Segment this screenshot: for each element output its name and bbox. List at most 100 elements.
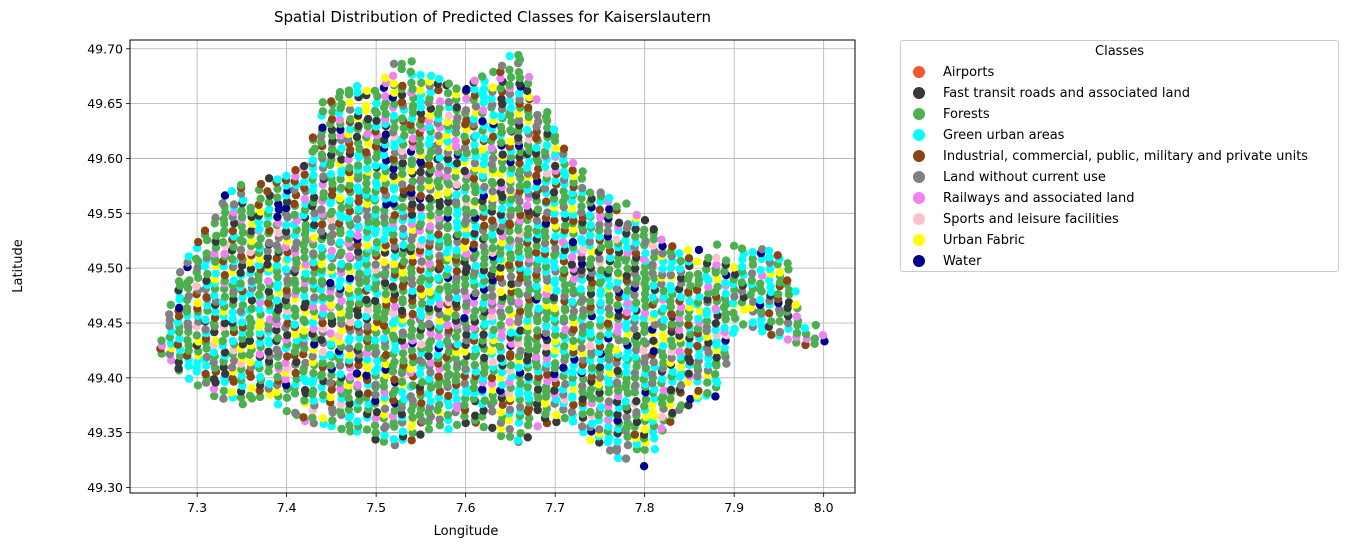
- scatter-point: [425, 111, 435, 120]
- scatter-point: [534, 255, 543, 264]
- scatter-point: [578, 328, 587, 338]
- scatter-point: [397, 97, 407, 107]
- scatter-point: [443, 233, 452, 242]
- scatter-point: [220, 226, 229, 236]
- scatter-point: [397, 59, 406, 69]
- scatter-point: [265, 379, 274, 389]
- scatter-point: [783, 259, 792, 268]
- scatter-point: [623, 264, 632, 273]
- scatter-point: [380, 278, 390, 287]
- scatter-point: [264, 367, 273, 376]
- scatter-point: [489, 397, 498, 406]
- scatter-point: [407, 436, 416, 445]
- scatter-point: [596, 331, 605, 341]
- scatter-point: [623, 441, 633, 450]
- scatter-point: [479, 242, 488, 251]
- scatter-point: [506, 137, 515, 146]
- scatter-point: [568, 158, 578, 168]
- scatter-point: [354, 106, 363, 116]
- scatter-point: [461, 418, 470, 428]
- scatter-point: [185, 276, 194, 285]
- scatter-point: [380, 404, 390, 413]
- scatter-point: [471, 146, 480, 155]
- legend-item: Urban Fabric: [913, 230, 1025, 250]
- scatter-point: [443, 88, 453, 98]
- scatter-point: [540, 245, 550, 254]
- legend-item: Sports and leisure facilities: [913, 209, 1119, 229]
- legend-label: Urban Fabric: [943, 232, 1026, 248]
- scatter-point: [792, 328, 802, 338]
- scatter-point: [480, 182, 489, 192]
- scatter-point: [256, 372, 265, 382]
- scatter-point: [407, 156, 417, 165]
- scatter-point: [785, 286, 794, 295]
- scatter-point: [756, 295, 765, 305]
- scatter-point: [514, 68, 524, 77]
- scatter-point: [586, 341, 595, 351]
- scatter-point: [192, 254, 201, 264]
- scatter-point: [346, 145, 355, 155]
- scatter-point: [417, 299, 427, 308]
- scatter-point: [300, 194, 310, 204]
- scatter-point: [291, 172, 300, 181]
- scatter-point: [389, 59, 399, 68]
- scatter-point: [209, 291, 219, 300]
- scatter-point: [720, 323, 729, 332]
- scatter-point: [640, 216, 650, 225]
- scatter-point: [379, 321, 389, 330]
- scatter-point: [435, 104, 444, 113]
- scatter-point: [274, 228, 283, 237]
- scatter-point: [784, 298, 794, 307]
- scatter-point: [658, 341, 668, 351]
- scatter-point: [425, 275, 434, 284]
- scatter-point: [523, 334, 533, 343]
- scatter-point: [256, 194, 265, 203]
- scatter-point: [370, 86, 380, 96]
- legend-label: Industrial, commercial, public, military…: [943, 148, 1309, 164]
- scatter-point: [227, 187, 236, 196]
- scatter-point: [622, 374, 631, 383]
- scatter-point: [417, 257, 426, 266]
- scatter-point: [469, 298, 479, 308]
- scatter-point: [426, 134, 435, 143]
- scatter-point: [595, 220, 604, 230]
- scatter-point: [462, 230, 471, 239]
- scatter-point: [640, 309, 650, 318]
- scatter-point: [811, 320, 820, 330]
- scatter-point: [640, 295, 650, 305]
- scatter-point: [363, 305, 373, 315]
- scatter-point: [569, 216, 578, 225]
- y-tick-label: 49.60: [87, 151, 123, 166]
- scatter-point: [379, 437, 389, 446]
- scatter-point: [274, 219, 283, 228]
- scatter-point: [425, 374, 434, 383]
- scatter-point: [613, 277, 622, 287]
- scatter-point: [648, 408, 658, 417]
- scatter-point: [400, 394, 409, 404]
- scatter-point: [711, 325, 720, 335]
- scatter-point: [442, 313, 451, 322]
- scatter-point: [470, 76, 479, 85]
- scatter-point: [569, 336, 578, 345]
- scatter-point: [453, 113, 462, 122]
- scatter-point: [489, 111, 498, 120]
- scatter-point: [542, 169, 552, 178]
- legend-title: Classes: [1095, 44, 1144, 59]
- scatter-point: [228, 336, 238, 346]
- scatter-point: [596, 403, 606, 412]
- scatter-point: [694, 314, 703, 323]
- legend-label: Airports: [943, 64, 995, 80]
- scatter-point: [407, 242, 416, 252]
- scatter-point: [318, 390, 328, 400]
- scatter-point: [604, 408, 613, 417]
- scatter-point: [470, 229, 479, 238]
- scatter-point: [595, 205, 604, 214]
- scatter-point: [568, 392, 577, 401]
- scatter-point: [489, 132, 498, 141]
- scatter-point: [388, 71, 398, 81]
- scatter-point: [471, 222, 481, 231]
- scatter-point: [309, 396, 318, 405]
- scatter-point: [442, 362, 451, 372]
- scatter-point: [236, 393, 246, 402]
- scatter-point: [389, 236, 398, 245]
